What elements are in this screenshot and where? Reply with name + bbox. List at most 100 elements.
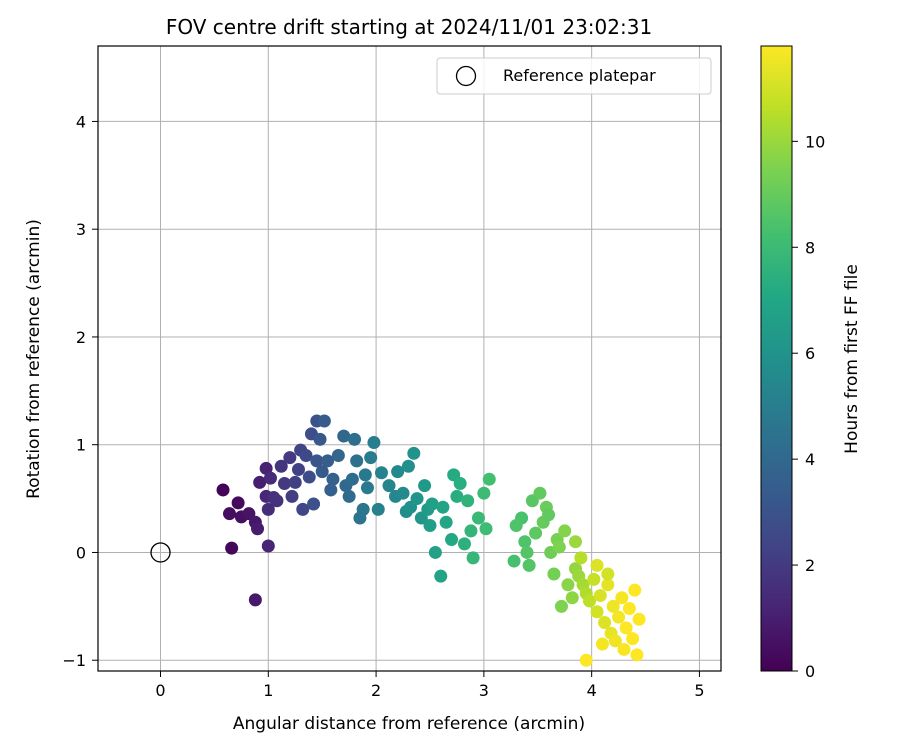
data-point — [277, 477, 291, 490]
data-point — [324, 483, 338, 497]
data-point — [345, 472, 359, 486]
data-point — [310, 454, 324, 468]
reference-point — [150, 542, 171, 563]
grid-lines — [98, 46, 721, 671]
data-point — [457, 537, 471, 551]
data-point — [579, 653, 593, 667]
data-point — [466, 551, 480, 565]
data-point — [617, 642, 631, 656]
data-point — [342, 489, 356, 503]
data-point — [270, 494, 284, 508]
x-tick-label: 5 — [694, 681, 704, 700]
x-tick-label: 0 — [155, 681, 165, 700]
x-tick-label: 3 — [479, 681, 489, 700]
y-tick-label: 4 — [76, 112, 86, 131]
data-point — [587, 572, 601, 586]
plot-frame — [97, 45, 722, 672]
data-point — [608, 634, 622, 648]
data-point — [606, 599, 620, 613]
data-point — [307, 497, 321, 511]
legend-box: Reference platepar — [436, 57, 712, 95]
data-point — [552, 540, 566, 554]
x-axis-ticks: 0 1 2 3 4 5 — [155, 671, 705, 700]
data-point — [423, 519, 437, 533]
data-point — [225, 541, 239, 555]
x-tick-label: 2 — [371, 681, 381, 700]
data-point — [261, 502, 275, 516]
data-point — [326, 472, 340, 486]
data-point — [471, 511, 485, 525]
data-point — [418, 479, 432, 493]
data-point — [358, 468, 372, 482]
data-point — [356, 502, 370, 516]
data-point — [313, 432, 327, 446]
data-point — [565, 591, 579, 605]
data-point — [518, 535, 532, 549]
data-point — [529, 526, 543, 540]
data-point — [619, 621, 633, 635]
data-point — [436, 500, 450, 514]
data-point — [509, 519, 523, 533]
x-tick-label: 1 — [263, 681, 273, 700]
data-point — [321, 454, 335, 468]
data-point — [542, 508, 556, 522]
data-point — [337, 429, 351, 443]
data-point — [439, 515, 453, 529]
chart-title: FOV centre drift starting at 2024/11/01 … — [166, 15, 652, 39]
data-point — [317, 414, 331, 428]
data-point — [283, 451, 297, 465]
data-point — [315, 465, 329, 479]
data-point — [401, 459, 415, 473]
data-point — [222, 507, 236, 521]
data-point — [561, 578, 575, 592]
data-point — [632, 612, 646, 626]
data-point — [396, 486, 410, 500]
data-point — [302, 470, 316, 484]
data-point — [453, 477, 467, 490]
data-point — [261, 539, 275, 553]
data-point — [391, 465, 405, 479]
data-point — [263, 471, 277, 485]
y-tick-label: 1 — [76, 436, 86, 455]
data-point — [259, 461, 273, 475]
y-tick-label: 3 — [76, 220, 86, 239]
data-point — [615, 591, 629, 605]
data-point — [364, 451, 378, 465]
y-axis-label: Rotation from reference (arcmin) — [24, 219, 44, 499]
data-point — [590, 558, 604, 572]
colorbar-label: Hours from first FF file — [842, 264, 862, 454]
data-point — [574, 551, 588, 565]
data-point — [410, 492, 424, 506]
data-point — [612, 610, 626, 624]
data-point — [367, 436, 381, 450]
data-points — [216, 414, 646, 667]
data-point — [296, 502, 310, 516]
data-point — [464, 524, 478, 538]
x-axis-label: Angular distance from reference (arcmin) — [233, 714, 585, 734]
data-point — [507, 554, 521, 568]
data-point — [274, 459, 288, 473]
data-point — [482, 472, 496, 486]
colorbar-tick-label: 10 — [805, 132, 825, 151]
data-point — [253, 475, 267, 489]
data-point — [371, 502, 385, 516]
data-point — [601, 578, 615, 592]
data-point — [374, 466, 388, 480]
data-point — [428, 545, 442, 559]
colorbar — [760, 45, 793, 672]
x-tick-label: 4 — [587, 681, 597, 700]
colorbar-tick-label: 2 — [805, 556, 815, 575]
y-tick-label: 0 — [76, 543, 86, 562]
colorbar-tick-label: 4 — [805, 450, 815, 469]
data-point — [248, 593, 262, 607]
y-tick-label: −1 — [62, 651, 86, 670]
data-point — [445, 533, 459, 547]
data-point — [626, 632, 640, 646]
data-point — [595, 637, 609, 651]
data-point — [299, 448, 313, 462]
data-point — [590, 605, 604, 619]
data-point — [568, 535, 582, 549]
data-point — [583, 594, 597, 608]
legend-reference-label: Reference platepar — [503, 66, 656, 85]
